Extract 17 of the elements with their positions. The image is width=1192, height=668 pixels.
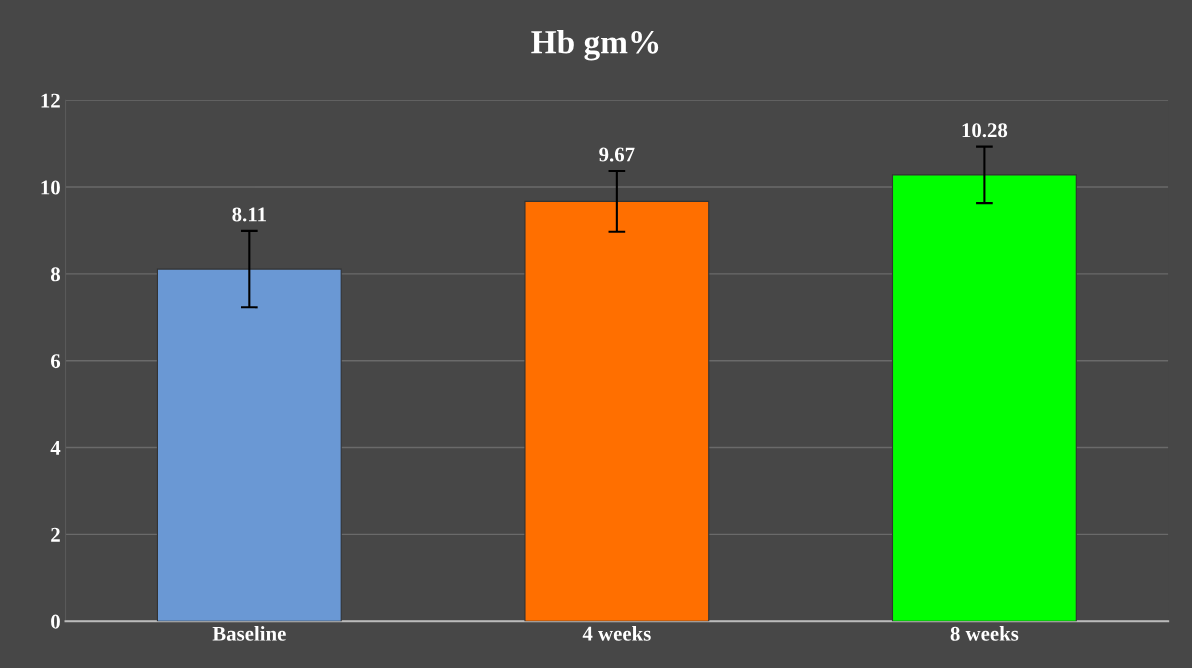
- data-label: 9.67: [599, 147, 635, 162]
- y-tick-label: 0: [51, 614, 60, 629]
- bar: [524, 200, 710, 622]
- chart-title: Hb gm%: [531, 30, 659, 61]
- data-label: 10.28: [962, 123, 1008, 138]
- x-tick-label: Baseline: [212, 626, 286, 641]
- y-tick-label: 8: [50, 267, 61, 282]
- y-tick-label: 12: [41, 93, 60, 108]
- y-tick-label: 2: [51, 527, 60, 542]
- y-tick-label: 4: [50, 441, 61, 455]
- data-label: 8.11: [232, 207, 266, 222]
- bar: [891, 174, 1077, 622]
- bar: [156, 268, 342, 622]
- x-tick-label: 4 weeks: [582, 626, 651, 641]
- y-tick-label: 10: [41, 180, 60, 195]
- x-tick-label: 8 weeks: [950, 626, 1019, 641]
- y-tick-label: 6: [51, 354, 61, 369]
